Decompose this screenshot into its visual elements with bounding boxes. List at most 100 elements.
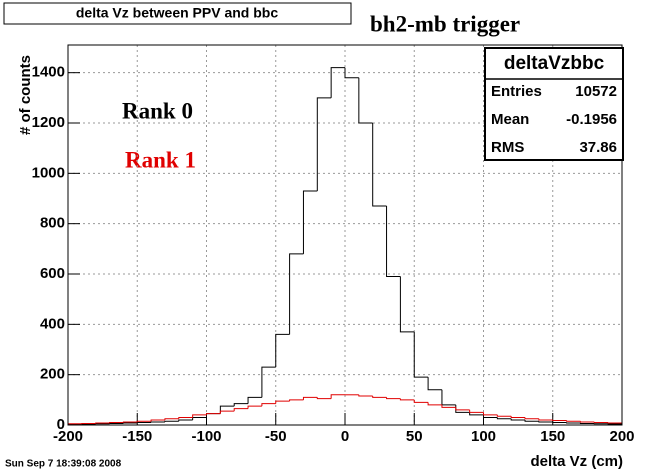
stats-title: deltaVzbbc [504,53,605,74]
histogram-bin [441,404,456,408]
histogram-bin [275,333,290,368]
histogram-bin [386,397,401,400]
histogram-bin [122,422,138,424]
histogram-bin [427,402,442,406]
histogram-bin [524,419,539,422]
histogram-bin [399,276,415,333]
x-tick-label: -200 [53,428,83,445]
plot-frame [67,44,623,426]
histogram-bin [261,366,276,398]
histogram-bin [233,408,249,412]
histogram-bin [483,414,498,418]
histogram-bin [372,123,387,207]
histogram-bin [496,414,512,417]
histogram-bin [413,331,429,378]
histogram-bin [469,409,484,413]
histogram-bin [510,418,526,421]
histogram-bin [427,377,442,391]
histogram-bin [247,405,262,409]
histogram-bin [136,420,152,422]
title-box [3,2,352,25]
histogram-bin [579,421,595,423]
histogram-bin [289,399,304,402]
histogram-bin [358,77,373,124]
histogram-bin [150,421,165,423]
histogram-bin [455,407,470,411]
chart-title: delta Vz between PPV and bbc [76,5,278,21]
x-tick-label: 50 [406,428,423,445]
stats-box [484,47,624,161]
histogram-bin [469,412,484,416]
histogram-bin [496,417,512,420]
x-tick-label: 0 [341,428,349,445]
histogram-bin [275,400,290,404]
histogram-bin [413,399,429,403]
histogram-bin [95,422,110,424]
histogram-bin [510,416,526,418]
stats-key: RMS [491,139,524,156]
histogram-bin [192,414,207,418]
histogram-bin [219,410,235,414]
annotation: Rank 0 [122,98,193,123]
stats-value: -0.1956 [566,111,617,128]
x-tick-label: 100 [471,428,496,445]
histogram-bin [358,394,373,397]
x-axis-label: delta Vz (cm) [530,453,623,470]
histogram-bin [316,397,332,400]
stats-value: 10572 [575,83,617,100]
y-axis-label: # of counts [17,55,34,135]
histogram-bin [122,421,138,423]
y-tick-label: 1000 [32,164,65,181]
histogram-bin [399,398,415,401]
histogram-bin [164,418,179,420]
histogram-bin [386,206,401,278]
histogram-bin [302,396,318,400]
histogram-bin [483,412,498,416]
histogram-bin [164,420,179,422]
subtitle: bh2-mb trigger [370,11,520,36]
histogram-bin [552,419,567,421]
timestamp: Sun Sep 7 18:39:08 2008 [5,459,122,470]
y-tick-label: 200 [40,366,65,383]
y-tick-label: 0 [57,416,65,433]
stats-value: 37.86 [579,139,617,156]
histogram-bin [289,253,304,335]
histogram-bin [178,416,193,419]
stats-key: Mean [491,111,529,128]
x-tick-label: -150 [122,428,152,445]
histogram-bin [136,421,152,423]
histogram-bin [566,422,581,424]
histogram-bin [538,418,553,421]
y-tick-label: 800 [40,215,65,232]
histogram-bin [330,394,345,399]
histogram-bin [247,396,262,404]
x-tick-label: 200 [609,428,634,445]
x-tick-label: -50 [265,428,287,445]
histogram-bin [372,396,387,398]
histogram-bin [178,419,193,422]
histogram-bin [261,403,276,407]
annotation: Rank 1 [125,147,196,172]
y-tick-label: 1200 [32,114,65,131]
y-tick-label: 600 [40,265,65,282]
histogram-bin [302,190,318,254]
histogram-bin [344,67,359,79]
histogram-bin [316,97,332,191]
x-tick-label: -100 [191,428,221,445]
histogram-bin [330,67,345,98]
histogram-bin [109,421,124,423]
y-tick-label: 400 [40,315,65,332]
histogram-bin [552,421,567,423]
histogram-bin [524,417,539,420]
stats-key: Entries [491,83,542,100]
histogram-bin [593,421,609,423]
histogram-bin [150,419,165,422]
histogram-bin [206,413,221,415]
histogram-bin [566,420,581,422]
y-tick-label: 1400 [32,64,65,81]
histogram-bin [579,422,595,424]
histogram-bin [538,421,553,423]
histogram-bin [233,403,249,407]
x-tick-label: 150 [540,428,565,445]
